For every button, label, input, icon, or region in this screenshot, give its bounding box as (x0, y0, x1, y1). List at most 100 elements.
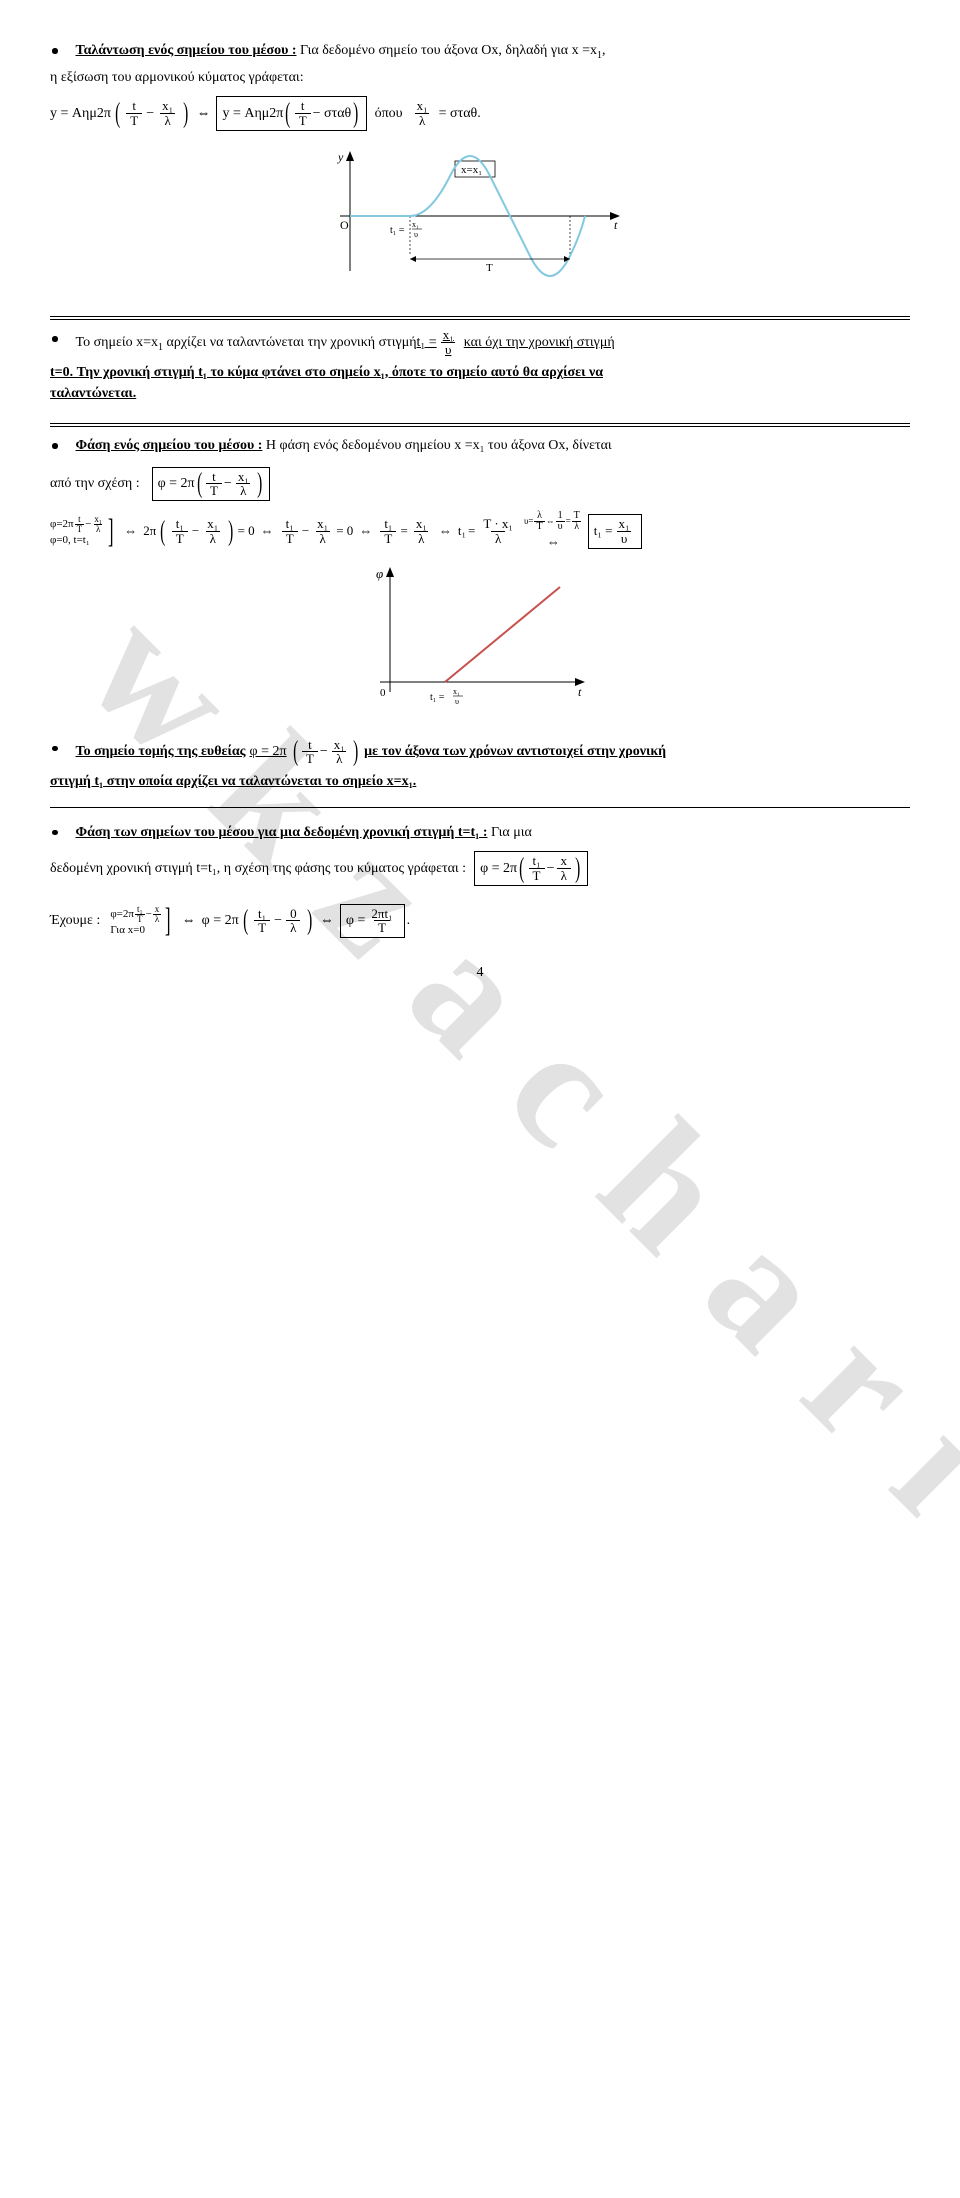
fn: x₁ (203, 517, 222, 531)
fd: υ (617, 531, 631, 546)
txt: Φάση των σημείων του μέσου για μια δεδομ… (76, 825, 488, 840)
rparen-icon: ) (307, 907, 312, 935)
sec3-relation: από την σχέση : φ = 2π ( tT − x₁λ ) (50, 467, 910, 501)
fn: x₁ (234, 470, 253, 484)
fd: λ (332, 751, 346, 766)
minus: − (320, 741, 328, 763)
arrow: ⇔ (182, 910, 196, 932)
fd: λ (236, 483, 250, 498)
lparen-icon: ( (243, 907, 248, 935)
txt: φ = 2π (158, 473, 195, 495)
arrow: ⇔ (124, 521, 137, 541)
fn: t₁ (380, 517, 396, 531)
bracket-icon: ] (165, 906, 171, 936)
fd: λ (557, 868, 571, 883)
bullet-icon (52, 443, 58, 449)
rparen-icon: ) (257, 470, 262, 498)
sec1-text: Για δεδομένο σημείο του άξονα Ox, δηλαδή… (297, 43, 598, 58)
bullet-icon (52, 746, 58, 752)
minus: − (547, 858, 555, 880)
txt: φ = 2π (202, 910, 239, 932)
fd: T (302, 751, 318, 766)
fd: υ (556, 521, 565, 532)
txt: t₁ (458, 521, 466, 541)
eq-part: = σταθ. (439, 103, 481, 125)
fn: λ (535, 511, 544, 521)
double-rule (50, 316, 910, 320)
boxed-phi: φ = 2π ( t₁T − xλ ) (474, 851, 588, 885)
fn: x₁ (330, 738, 349, 752)
txt: . (407, 910, 411, 932)
fd: υ (441, 342, 455, 357)
txt: Για μια (487, 825, 531, 840)
eq-part: y = Αημ2π (50, 103, 111, 125)
arrow: ⇔ (261, 521, 274, 541)
svg-text:x=x₁: x=x₁ (461, 164, 482, 176)
fd: T (529, 868, 545, 883)
txt: φ=0, t=t₁ (50, 534, 105, 547)
fn: t (208, 470, 220, 484)
fn: t₁ (528, 854, 544, 868)
minus: − (302, 521, 309, 541)
arrow: ⇔ (320, 910, 334, 932)
bracket-icon: ] (108, 517, 114, 547)
eq: = (400, 521, 407, 541)
fn: T (572, 511, 582, 521)
arrow: ⇔ (547, 532, 560, 552)
sec2-line2: t=0. Την χρονική στιγμή t₁ το κύμα φτάνε… (50, 362, 910, 384)
lparen-icon: ( (293, 738, 298, 766)
txt: Για x=0 (110, 924, 162, 937)
arrow: ⇔ (196, 103, 210, 125)
fd: λ (491, 531, 505, 546)
fn: x₁ (439, 328, 458, 342)
fn: t (297, 99, 309, 113)
fn: 1 (556, 511, 565, 521)
fd: λ (415, 113, 429, 128)
fn: t (128, 99, 140, 113)
title: Φάση ενός σημείου του μέσου : (76, 438, 263, 453)
page-number: 4 (50, 962, 910, 984)
fd: T (126, 113, 142, 128)
lparen-icon: ( (285, 100, 290, 128)
fd: T (172, 531, 188, 546)
rparen-icon: ) (575, 855, 580, 883)
txt: με τον άξονα των χρόνων αντιστοιχεί στην… (364, 741, 666, 763)
rparen-icon: ) (353, 738, 358, 766)
svg-text:υ: υ (414, 230, 418, 239)
txt: φ = (346, 910, 365, 932)
sec5-relation: δεδομένη χρονική στιγμή t=t₁, η σχέση τη… (50, 851, 910, 885)
precond: φ=2πt₁T−xλ Για x=0 (110, 905, 162, 937)
figure-1: y t O x=x₁ t₁ = x₁ υ T (50, 141, 910, 299)
txt: = 0 (336, 521, 353, 541)
phase-line-diagram: φ t 0 t₁ = x₁ υ (360, 562, 600, 722)
rparen-icon: ) (183, 100, 188, 128)
svg-text:x₁: x₁ (412, 220, 419, 229)
fd: λ (316, 531, 330, 546)
txt: φ = 2π (250, 741, 287, 763)
rparen-icon: ) (228, 518, 233, 546)
sec1-equation: y = Αημ2π ( tT − x₁λ ) ⇔ y = Αημ2π ( tT … (50, 96, 910, 130)
minus: − (274, 910, 282, 932)
minus: − (224, 473, 232, 495)
svg-text:O: O (340, 218, 349, 232)
txt: αρχίζει να ταλαντώνεται την χρονική στιγ… (163, 335, 417, 350)
bullet-icon (52, 336, 58, 342)
fn: 2πt₁ (367, 907, 396, 921)
lparen-icon: ( (115, 100, 120, 128)
comma: , (602, 43, 606, 58)
svg-text:y: y (337, 150, 344, 164)
boxed-phi: φ = 2π ( tT − x₁λ ) (152, 467, 271, 501)
lparen-icon: ( (519, 855, 524, 883)
fn: 0 (286, 907, 301, 921)
fn: t (304, 738, 316, 752)
fn: x (557, 854, 572, 868)
svg-text:φ: φ (376, 566, 383, 581)
arrow: ⇔ (359, 521, 372, 541)
eq-part: y = Αημ2π (222, 103, 283, 125)
fd: T (206, 483, 222, 498)
lparen-icon: ( (197, 470, 202, 498)
txt: φ=2π (50, 518, 74, 530)
sec1-heading: Ταλάντωση ενός σημείου του μέσου : Για δ… (50, 40, 910, 62)
fd: T (282, 531, 298, 546)
fd: λ (206, 531, 220, 546)
